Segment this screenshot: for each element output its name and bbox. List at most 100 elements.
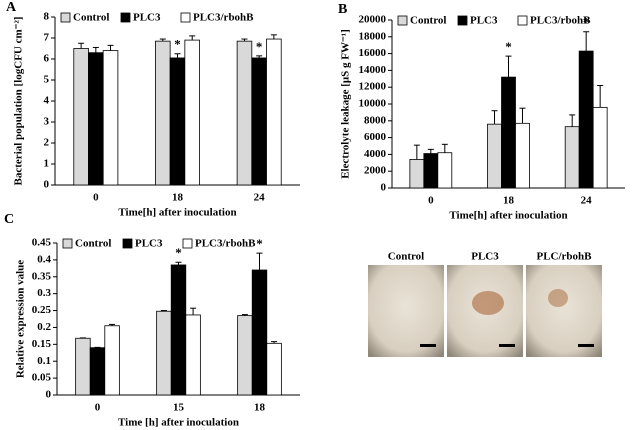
error-bar bbox=[175, 261, 182, 265]
x-axis-label: Time[h] after inoculation bbox=[118, 207, 236, 219]
y-tick-label: 4000 bbox=[364, 148, 387, 160]
error-bar bbox=[189, 35, 196, 41]
y-tick-label: 16000 bbox=[359, 47, 387, 59]
error-bar bbox=[109, 323, 116, 326]
bar bbox=[170, 264, 187, 396]
error-bar bbox=[271, 341, 278, 344]
y-tick-label: 18000 bbox=[359, 30, 387, 42]
y-axis-label: Bacterial population [logCFU cm⁻²] bbox=[13, 17, 25, 186]
annotation: * bbox=[583, 15, 590, 30]
error-bar bbox=[569, 114, 576, 127]
y-tick-label: 20000 bbox=[359, 14, 387, 26]
y-tick-label: 4 bbox=[44, 95, 50, 107]
annotation: * bbox=[175, 245, 182, 260]
annotation: * bbox=[256, 236, 263, 251]
leaf-photo bbox=[368, 265, 444, 357]
y-tick-label: 3 bbox=[44, 116, 50, 128]
y-tick-label: 6000 bbox=[364, 131, 387, 143]
x-tick-label: 0 bbox=[93, 192, 99, 204]
error-bar bbox=[159, 38, 166, 42]
bar bbox=[104, 325, 120, 396]
bar bbox=[156, 310, 172, 396]
bar bbox=[437, 152, 453, 189]
leaf-photo bbox=[526, 265, 602, 357]
y-tick-label: 0.1 bbox=[37, 355, 51, 367]
photo-label: PLC/rbohB bbox=[536, 251, 592, 263]
error-bar bbox=[256, 252, 263, 271]
bar bbox=[237, 315, 253, 396]
y-tick-label: 1 bbox=[44, 158, 50, 170]
legend-swatch bbox=[120, 12, 131, 23]
error-bar bbox=[190, 307, 197, 315]
annotation: * bbox=[174, 37, 181, 52]
legend-label: PLC3 bbox=[133, 12, 161, 24]
bar bbox=[266, 38, 282, 186]
panel-d: D Control PLC3 PLC/rbohB bbox=[368, 251, 602, 357]
y-tick-label: 0.3 bbox=[37, 287, 51, 299]
bar bbox=[592, 106, 608, 189]
bar bbox=[185, 314, 201, 396]
error-bar bbox=[241, 314, 248, 316]
y-axis-label: Relative expression value bbox=[15, 260, 27, 378]
legend-swatch bbox=[457, 15, 468, 26]
legend-label: Control bbox=[410, 15, 446, 27]
error-bar bbox=[583, 31, 590, 52]
scale-bar bbox=[420, 344, 436, 347]
y-tick-label: 0.15 bbox=[32, 338, 52, 350]
y-tick-label: 0.2 bbox=[37, 321, 51, 333]
y-tick-label: 10000 bbox=[359, 98, 387, 110]
panel-letter: C bbox=[4, 212, 14, 227]
legend-label: Control bbox=[75, 238, 111, 250]
legend-swatch bbox=[60, 12, 71, 23]
legend-label: PLC3/rbohB bbox=[530, 15, 591, 27]
legend-swatch bbox=[62, 238, 73, 249]
y-tick-label: 8 bbox=[44, 11, 50, 23]
legend-swatch bbox=[397, 15, 408, 26]
x-tick-label: 18 bbox=[172, 192, 184, 204]
error-bar bbox=[270, 34, 277, 40]
y-tick-label: 8000 bbox=[364, 114, 387, 126]
x-tick-label: 0 bbox=[95, 402, 101, 414]
error-bar bbox=[519, 107, 526, 124]
bar bbox=[266, 342, 282, 396]
bar bbox=[251, 269, 268, 396]
y-tick-label: 6 bbox=[44, 53, 50, 65]
bar bbox=[501, 76, 516, 189]
legend-swatch bbox=[180, 12, 191, 23]
x-tick-label: 24 bbox=[254, 192, 266, 204]
x-axis-label: Time[h] after inoculation bbox=[449, 210, 567, 222]
bar bbox=[88, 52, 104, 186]
x-tick-label: 15 bbox=[173, 402, 185, 414]
panel-letter: A bbox=[6, 0, 17, 15]
stain bbox=[548, 289, 568, 307]
stain bbox=[472, 291, 504, 315]
error-bar bbox=[413, 144, 420, 160]
bar bbox=[251, 57, 267, 186]
legend-label: PLC3/rbohB bbox=[195, 238, 256, 250]
error-bar bbox=[174, 53, 181, 58]
y-tick-label: 0 bbox=[46, 389, 52, 401]
bar bbox=[169, 57, 186, 186]
panel-letter: B bbox=[338, 2, 347, 17]
x-axis-label: Time [h] after inoculation bbox=[118, 417, 239, 429]
legend-label: PLC3/rbohB bbox=[193, 12, 254, 24]
y-tick-label: 0.25 bbox=[32, 304, 52, 316]
bar bbox=[102, 50, 119, 186]
bar bbox=[75, 337, 91, 396]
x-tick-label: 0 bbox=[428, 195, 434, 207]
bar bbox=[564, 126, 580, 189]
error-bar bbox=[160, 310, 167, 312]
legend-swatch bbox=[122, 238, 133, 249]
bar bbox=[89, 347, 106, 396]
y-tick-label: 0.35 bbox=[32, 270, 52, 282]
annotation: * bbox=[256, 39, 263, 54]
error-bar bbox=[427, 148, 434, 154]
legend-label: PLC3 bbox=[135, 238, 163, 250]
bar bbox=[155, 40, 171, 186]
photo-label: PLC3 bbox=[471, 251, 499, 263]
error-bar bbox=[78, 42, 85, 49]
y-tick-label: 0 bbox=[44, 179, 50, 191]
y-tick-label: 5 bbox=[44, 74, 50, 86]
y-tick-label: 0.45 bbox=[32, 237, 52, 249]
